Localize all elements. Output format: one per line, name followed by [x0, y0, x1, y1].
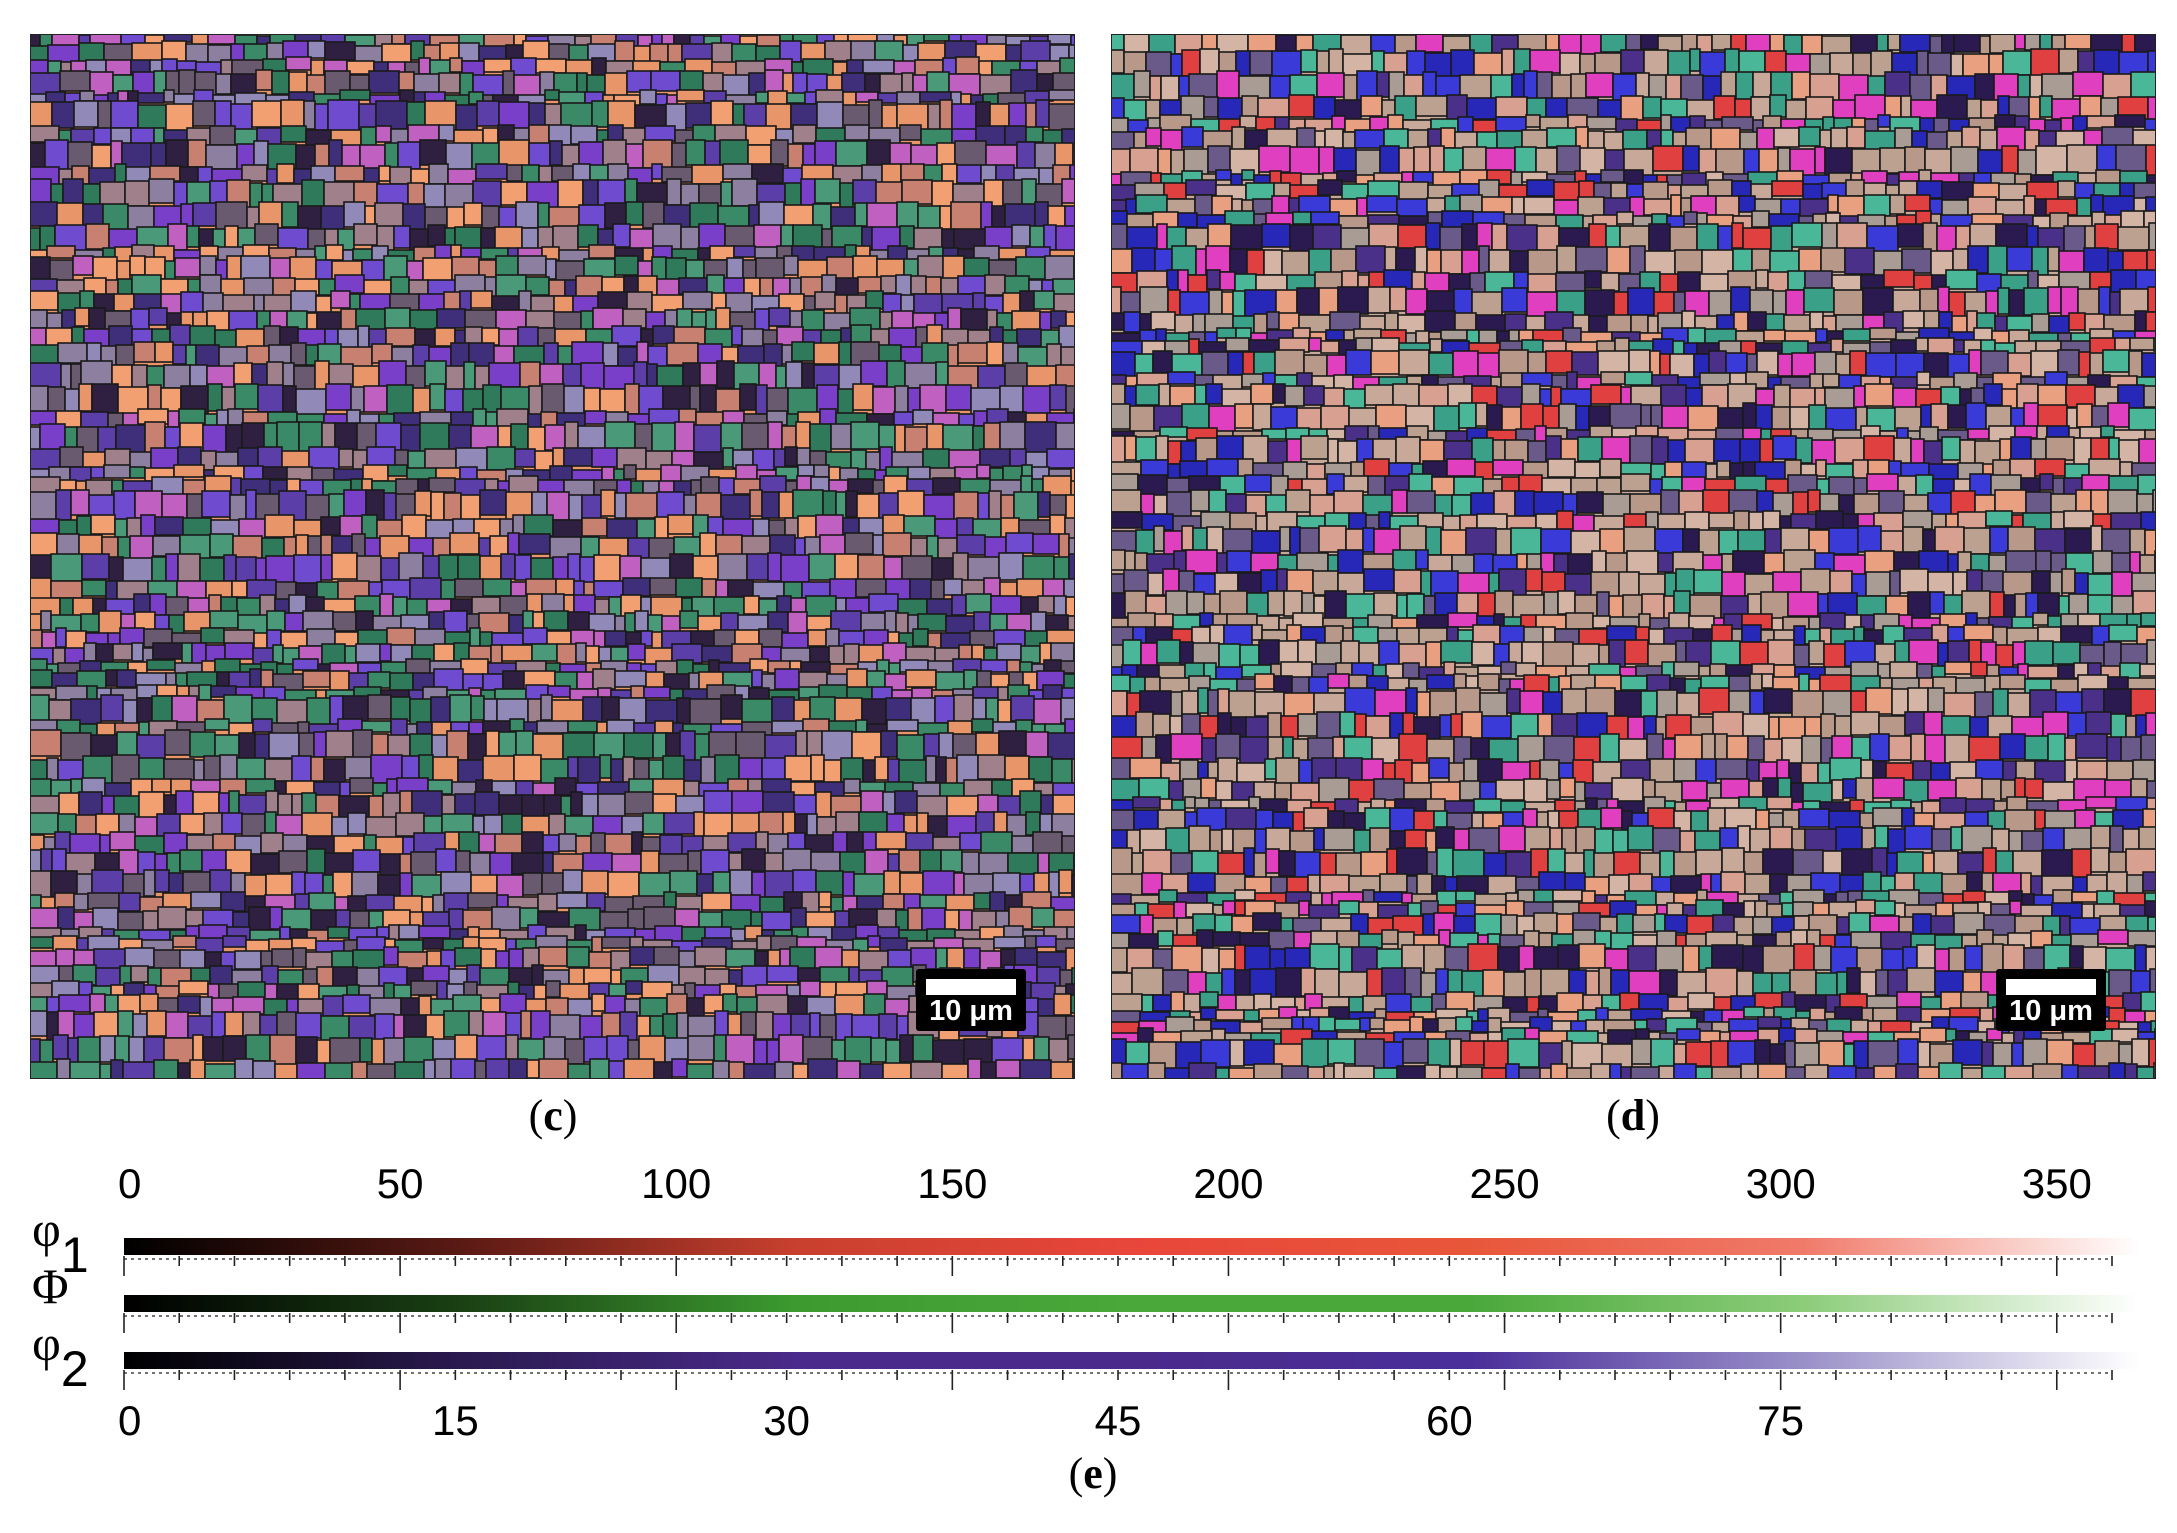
bottom-tick-label: 15: [432, 1397, 479, 1444]
angle-symbol: φ: [32, 1315, 61, 1371]
angle-label-2: Φ: [32, 1258, 69, 1314]
gradient-bar-1: [124, 1238, 2140, 1255]
top-tick-label: 250: [1470, 1160, 1540, 1207]
grain-map-d: [1111, 34, 2156, 1079]
angle-label-1: φ1: [32, 1201, 89, 1283]
scale-bar-line-c: [926, 979, 1016, 995]
bottom-axis-ticks: 0 15 30 45 60 75: [118, 1397, 1804, 1444]
scale-bar-label-c: 10 μm: [929, 995, 1013, 1027]
top-tick-label: 50: [377, 1160, 424, 1207]
grain-map-c: [30, 34, 1075, 1079]
angle-label-3: φ2: [32, 1315, 89, 1397]
top-tick-label: 0: [118, 1160, 141, 1207]
top-tick-label: 100: [641, 1160, 711, 1207]
caption-c-letter: c: [543, 1091, 563, 1140]
caption-c: (c): [528, 1091, 578, 1140]
gradient-bar-2: [124, 1295, 2140, 1312]
top-tick-label: 350: [2022, 1160, 2092, 1207]
top-tick-label: 300: [1746, 1160, 1816, 1207]
scale-bar-label-d: 10 μm: [2009, 995, 2093, 1027]
top-tick-label: 150: [917, 1160, 987, 1207]
top-tick-label: 200: [1193, 1160, 1263, 1207]
bottom-tick-label: 30: [763, 1397, 810, 1444]
caption-e-letter: e: [1083, 1449, 1103, 1498]
angle-subscript: 2: [61, 1341, 89, 1397]
gradient-bar-3: [124, 1352, 2140, 1369]
bottom-tick-label: 75: [1757, 1397, 1804, 1444]
bottom-tick-label: 60: [1426, 1397, 1473, 1444]
top-axis-ticks: 0 50 100 150 200 250 300 350: [118, 1160, 2092, 1207]
bottom-tick-label: 0: [118, 1397, 141, 1444]
caption-d: (d): [1606, 1091, 1660, 1140]
caption-d-letter: d: [1620, 1091, 1646, 1140]
angle-symbol: φ: [32, 1201, 61, 1257]
ebsd-map-d: 10 μm: [1111, 34, 2156, 1079]
angle-subscript: 1: [61, 1227, 89, 1283]
scale-bar-d: 10 μm: [1996, 969, 2106, 1031]
angle-symbol: Φ: [32, 1258, 69, 1314]
ebsd-map-c: 10 μm: [30, 34, 1075, 1079]
scale-bar-line-d: [2006, 979, 2096, 995]
scale-bar-c: 10 μm: [916, 969, 1026, 1031]
caption-e: (e): [1068, 1449, 1118, 1498]
bottom-tick-label: 45: [1095, 1397, 1142, 1444]
